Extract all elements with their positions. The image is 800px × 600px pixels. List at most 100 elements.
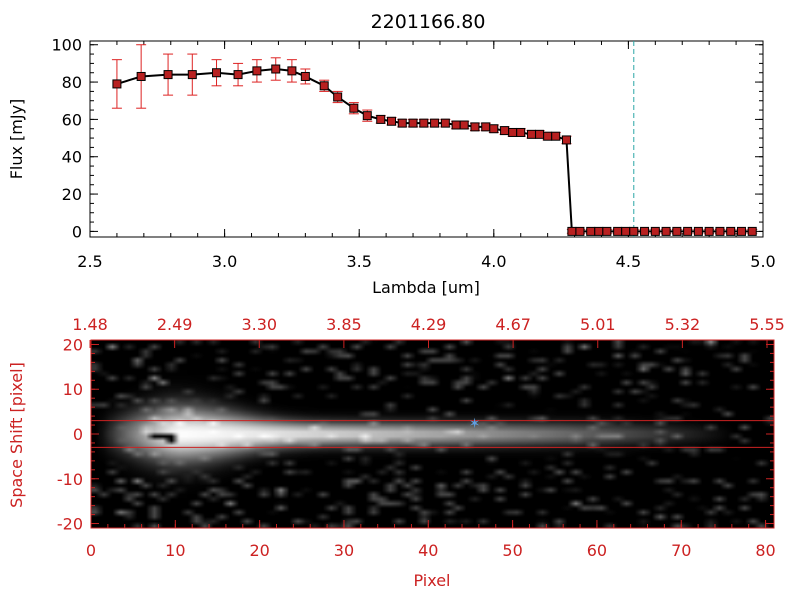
- y-axis-label: Flux [mJy]: [7, 99, 26, 180]
- data-point: [451, 120, 461, 130]
- pixel-tick-label: 50: [502, 541, 522, 560]
- wavelength-tick-label: 3.30: [241, 315, 277, 334]
- data-point: [704, 226, 714, 236]
- data-point: [561, 135, 571, 145]
- data-point: [715, 226, 725, 236]
- data-point: [233, 70, 243, 80]
- data-point: [594, 226, 604, 236]
- wavelength-tick-label: 5.01: [580, 315, 616, 334]
- x-tick-label: 2.5: [77, 252, 102, 271]
- data-point: [252, 66, 262, 76]
- data-point: [575, 226, 585, 236]
- y-tick-label: 60: [62, 110, 82, 129]
- x-tick-label: 4.5: [616, 252, 641, 271]
- wavelength-tick-label: 5.32: [665, 315, 701, 334]
- data-point: [500, 126, 510, 136]
- data-point: [481, 122, 491, 132]
- data-point: [747, 226, 757, 236]
- pixel-axis-label: Pixel: [413, 571, 450, 590]
- data-point: [349, 103, 359, 113]
- data-point: [112, 79, 122, 89]
- pixel-tick-label: 70: [671, 541, 691, 560]
- flux-y-ticks: 0 20 40 60 80 100: [51, 36, 763, 241]
- y-tick-label: 0: [72, 222, 82, 241]
- pixel-tick-label: 0: [86, 541, 96, 560]
- x-tick-label: 3.0: [212, 252, 237, 271]
- plot-title: 2201166.80: [371, 11, 486, 33]
- data-point: [489, 124, 499, 134]
- flux-series-line: [116, 67, 753, 233]
- data-point: [543, 131, 553, 141]
- x-tick-label: 4.0: [481, 252, 506, 271]
- data-point: [650, 226, 660, 236]
- data-point: [271, 64, 281, 74]
- data-point: [683, 226, 693, 236]
- data-point: [333, 92, 343, 102]
- data-point: [376, 114, 386, 124]
- star-marker-icon: ✶: [469, 416, 481, 432]
- pixel-tick-label: 80: [755, 541, 775, 560]
- data-point: [726, 226, 736, 236]
- shift-tick-label: 0: [73, 425, 83, 444]
- data-point: [136, 71, 146, 81]
- data-point: [736, 226, 746, 236]
- data-point: [440, 118, 450, 128]
- data-point: [629, 226, 639, 236]
- data-point: [408, 118, 418, 128]
- data-point: [526, 129, 536, 139]
- data-point: [613, 226, 623, 236]
- pixel-tick-label: 60: [587, 541, 607, 560]
- data-point: [621, 226, 631, 236]
- wavelength-tick-label: 2.49: [157, 315, 193, 334]
- data-point: [362, 111, 372, 121]
- data-point: [586, 226, 596, 236]
- pixel-tick-label: 40: [418, 541, 438, 560]
- data-point: [693, 226, 703, 236]
- flux-plot: 2201166.80 2.5 3.0 3.5 4.0 4.5 5.0 0 20 40 60 80 1…: [7, 11, 776, 297]
- data-point: [300, 71, 310, 81]
- y-tick-label: 100: [51, 36, 82, 55]
- wavelength-tick-label: 3.85: [326, 315, 362, 334]
- data-point: [419, 118, 429, 128]
- y-tick-label: 40: [62, 148, 82, 167]
- data-point: [535, 129, 545, 139]
- shift-tick-label: -20: [57, 515, 83, 534]
- data-point: [187, 70, 197, 80]
- shift-ticks: -20 -10 0 10 20: [57, 335, 774, 534]
- pixel-tick-label: 30: [334, 541, 354, 560]
- y-tick-label: 20: [62, 185, 82, 204]
- data-point: [640, 226, 650, 236]
- data-point: [212, 68, 222, 78]
- wavelength-tick-label: 4.29: [411, 315, 447, 334]
- data-point: [470, 122, 480, 132]
- flux-plot-frame: [89, 40, 764, 238]
- spectrum-image-plot: ✶ 0 10 20 30 40 50 60 70 80 1.48 2.49 3.30 3.85 4.29…: [7, 315, 785, 590]
- shift-axis-label: Space Shift [pixel]: [7, 362, 26, 508]
- shift-tick-label: 10: [63, 380, 83, 399]
- flux-x-ticks: 2.5 3.0 3.5 4.0 4.5 5.0: [77, 41, 776, 271]
- x-tick-label: 5.0: [750, 252, 775, 271]
- data-point: [508, 127, 518, 137]
- flux-markers: [112, 64, 757, 236]
- data-point: [567, 226, 577, 236]
- y-tick-label: 80: [62, 73, 82, 92]
- shift-tick-label: -10: [57, 470, 83, 489]
- data-point: [516, 127, 526, 137]
- data-point: [430, 118, 440, 128]
- data-point: [287, 66, 297, 76]
- wavelength-tick-label: 5.55: [749, 315, 785, 334]
- data-point: [397, 118, 407, 128]
- pixel-tick-label: 20: [249, 541, 269, 560]
- x-axis-label: Lambda [um]: [372, 278, 480, 297]
- spectrum-image: [91, 340, 774, 528]
- wavelength-tick-label: 1.48: [72, 315, 108, 334]
- pixel-ticks: 0 10 20 30 40 50 60 70 80: [86, 520, 776, 560]
- pixel-tick-label: 10: [165, 541, 185, 560]
- data-point: [387, 116, 397, 126]
- extraction-lines: [91, 420, 774, 448]
- data-point: [672, 226, 682, 236]
- wavelength-tick-label: 4.67: [495, 315, 531, 334]
- data-point: [319, 81, 329, 91]
- wavelength-top-ticks: 1.48 2.49 3.30 3.85 4.29 4.67 5.01 5.32 5.55: [72, 315, 785, 348]
